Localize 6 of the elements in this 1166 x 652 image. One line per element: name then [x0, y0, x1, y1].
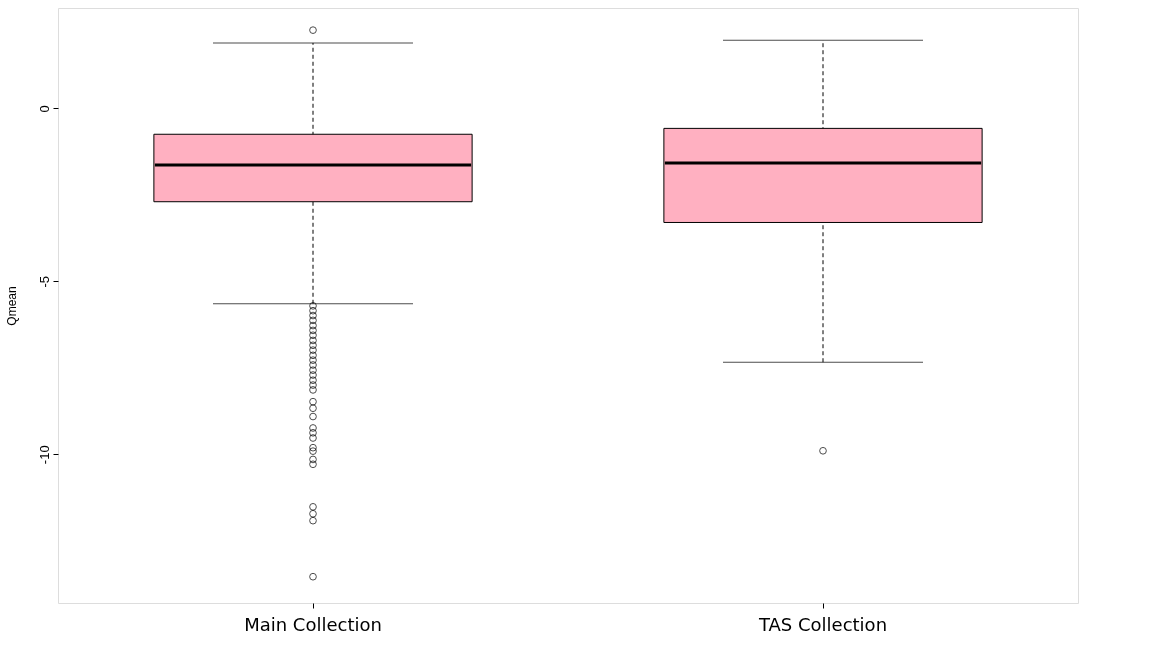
y-axis-title: Qmean	[4, 286, 19, 326]
y-tick-label: -10	[36, 445, 52, 465]
x-tick-label: Main Collection	[244, 613, 382, 635]
y-tick-label: 0	[36, 105, 52, 113]
x-tick-label: TAS Collection	[757, 613, 888, 635]
y-tick-label: -5	[36, 276, 52, 288]
